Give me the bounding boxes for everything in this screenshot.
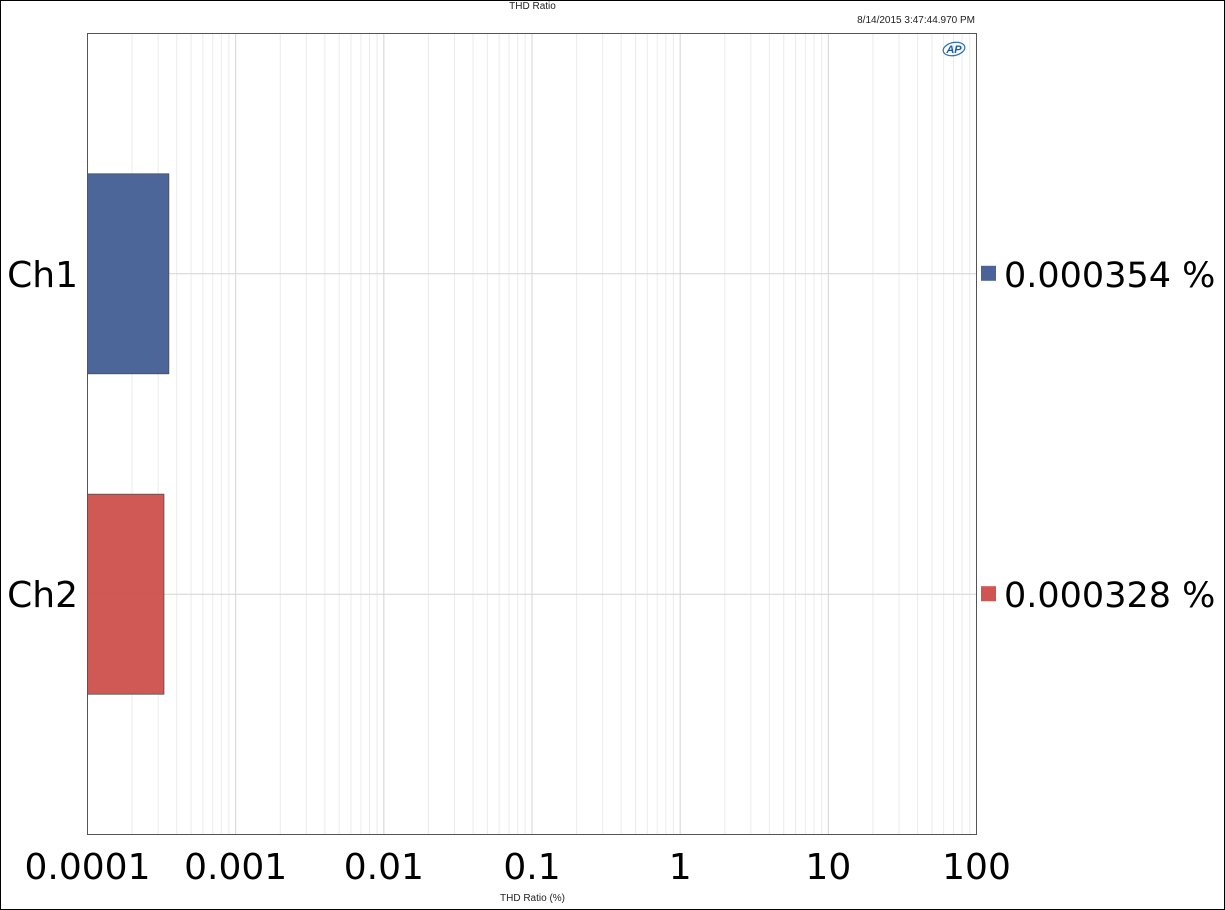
audio-precision-logo: AP — [942, 41, 966, 57]
x-tick-label: 0.01 — [344, 847, 424, 888]
x-tick-label: 100 — [942, 847, 1011, 888]
chart-title: THD Ratio — [509, 1, 556, 12]
value-label: 0.000354 % — [1004, 256, 1215, 296]
bar-ch1 — [87, 173, 170, 375]
chart-timestamp: 8/14/2015 3:47:44.970 PM — [857, 15, 975, 26]
x-tick-label: 1 — [669, 847, 692, 888]
legend-swatch — [981, 265, 996, 281]
x-tick-label: 0.001 — [184, 847, 287, 888]
category-label: Ch2 — [7, 575, 78, 616]
x-tick-label: 10 — [805, 847, 851, 888]
category-label: Ch1 — [7, 255, 78, 296]
legend-swatch — [981, 586, 996, 602]
plot-border — [87, 33, 977, 835]
x-tick-label: 0.0001 — [25, 847, 151, 888]
x-tick-label: 0.1 — [503, 847, 560, 888]
x-axis-label: THD Ratio (%) — [499, 893, 565, 904]
logo-text: AP — [945, 44, 962, 56]
bar-ch2 — [87, 493, 165, 695]
value-label: 0.000328 % — [1004, 576, 1215, 616]
